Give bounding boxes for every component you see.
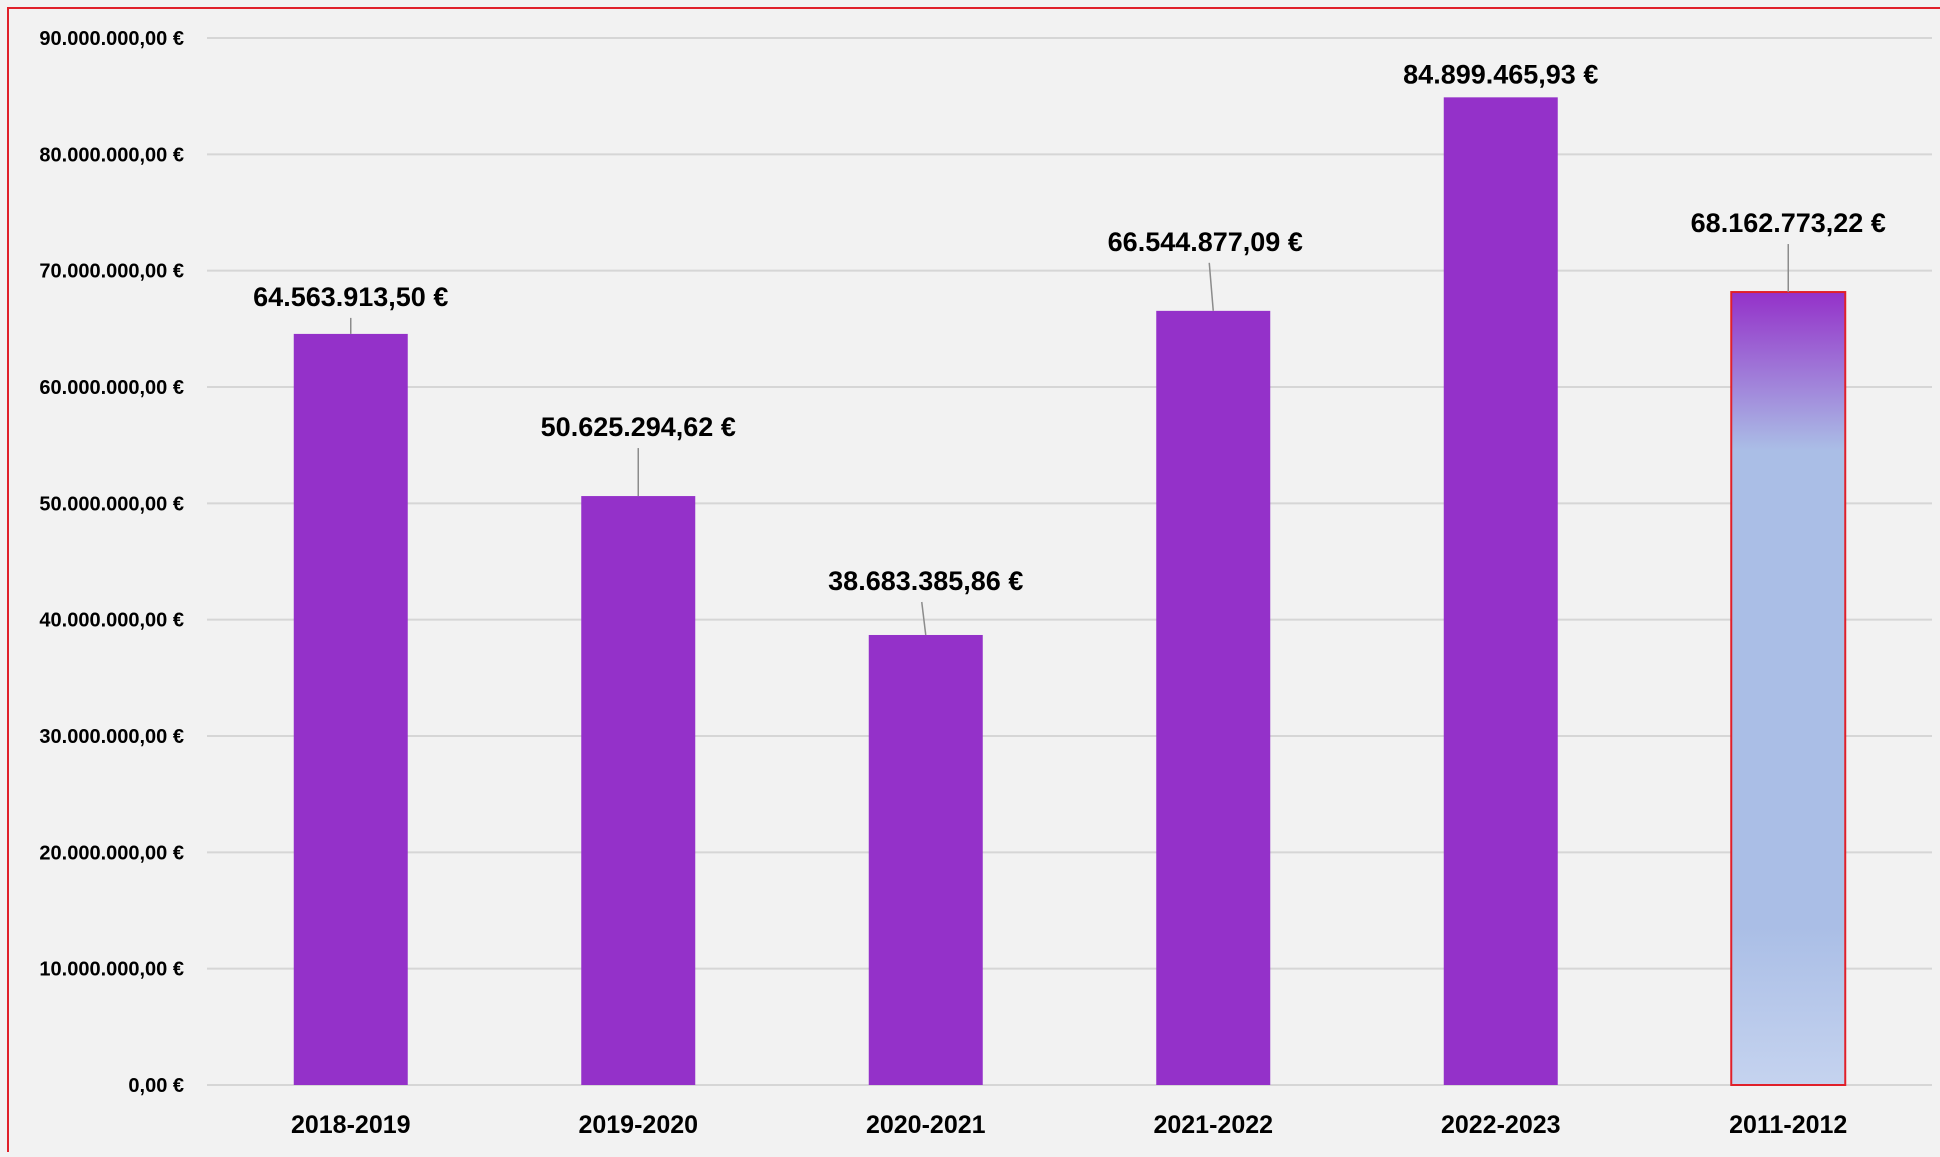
y-tick-label: 80.000.000,00 € (39, 144, 184, 166)
bar (1730, 291, 1847, 1086)
bar (1443, 97, 1558, 1086)
x-axis: 2018-2019 2019-2020 2020-2021 2021-2022 2022… (291, 1111, 1847, 1139)
bars (293, 97, 1847, 1086)
leader-lines (350, 244, 1789, 636)
chart-frame (7, 7, 1940, 1157)
leader-line (1208, 262, 1214, 311)
bar (293, 333, 408, 1085)
y-tick-label: 40.000.000,00 € (39, 610, 184, 632)
y-tick-label: 0,00 € (128, 1075, 184, 1097)
y-tick-label: 60.000.000,00 € (39, 377, 184, 399)
y-axis: 0,00 € 10.000.000,00 € 20.000.000,00 € 30.0… (39, 28, 184, 1097)
data-label: 38.683.385,86 € (828, 566, 1023, 596)
y-tick-label: 20.000.000,00 € (39, 842, 184, 864)
bar (581, 496, 696, 1085)
y-tick-label: 30.000.000,00 € (39, 726, 184, 748)
data-labels: 64.563.913,50 € 50.625.294,62 € 38.683.385… (253, 59, 1886, 596)
data-label: 66.544.877,09 € (1108, 227, 1303, 257)
x-tick-label: 2011-2012 (1729, 1111, 1847, 1139)
data-label: 84.899.465,93 € (1403, 59, 1598, 89)
bar (868, 634, 983, 1085)
y-tick-label: 50.000.000,00 € (39, 493, 184, 515)
x-tick-label: 2021-2022 (1153, 1111, 1273, 1139)
leader-line (921, 601, 927, 636)
data-label: 50.625.294,62 € (541, 412, 736, 442)
bar (1156, 310, 1271, 1085)
data-label: 68.162.773,22 € (1691, 208, 1886, 238)
y-tick-label: 10.000.000,00 € (39, 959, 184, 981)
gridlines (207, 37, 1932, 1086)
y-tick-label: 90.000.000,00 € (39, 28, 184, 50)
x-tick-label: 2018-2019 (291, 1111, 411, 1139)
x-tick-label: 2019-2020 (578, 1111, 698, 1139)
x-tick-label: 2022-2023 (1441, 1111, 1561, 1139)
y-tick-label: 70.000.000,00 € (39, 261, 184, 283)
data-label: 64.563.913,50 € (253, 282, 448, 312)
x-tick-label: 2020-2021 (866, 1111, 986, 1139)
